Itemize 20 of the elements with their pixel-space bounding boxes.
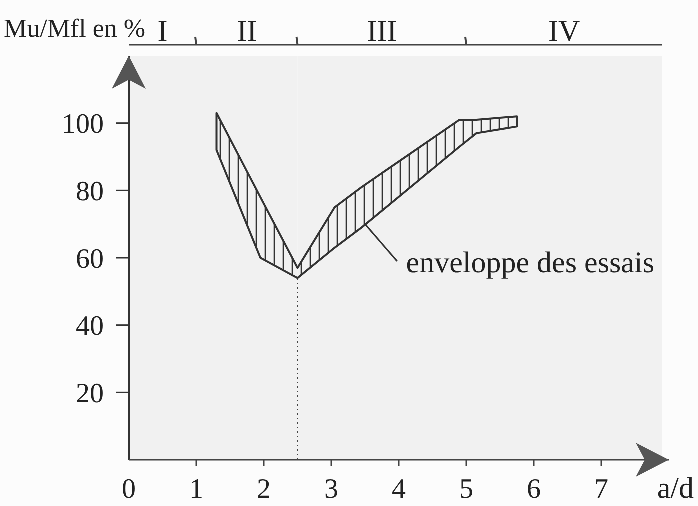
x-tick-label: 6: [527, 474, 541, 505]
x-tick-label: 7: [594, 474, 608, 505]
x-tick-label: 3: [324, 474, 338, 505]
y-tick-label: 60: [76, 244, 104, 275]
x-tick-label: 5: [460, 474, 474, 505]
band-label: II: [237, 15, 258, 48]
x-tick-label: 4: [392, 474, 406, 505]
y-tick-label: 80: [76, 176, 104, 208]
y-tick-label: 20: [76, 378, 104, 410]
x-tick-label: 2: [257, 474, 271, 505]
x-tick-label: 0: [122, 474, 136, 505]
x-tick-label: 1: [190, 474, 204, 505]
y-tick-label: 100: [62, 109, 104, 140]
band-label: IV: [548, 15, 581, 48]
band-label: I: [158, 15, 168, 48]
y-axis-title: Mu/Mfl en %: [4, 14, 146, 43]
annotation: enveloppe des essais: [406, 246, 655, 280]
band-label: III: [367, 15, 398, 48]
y-tick-label: 40: [76, 311, 104, 342]
x-axis-title: a/d: [657, 472, 694, 505]
